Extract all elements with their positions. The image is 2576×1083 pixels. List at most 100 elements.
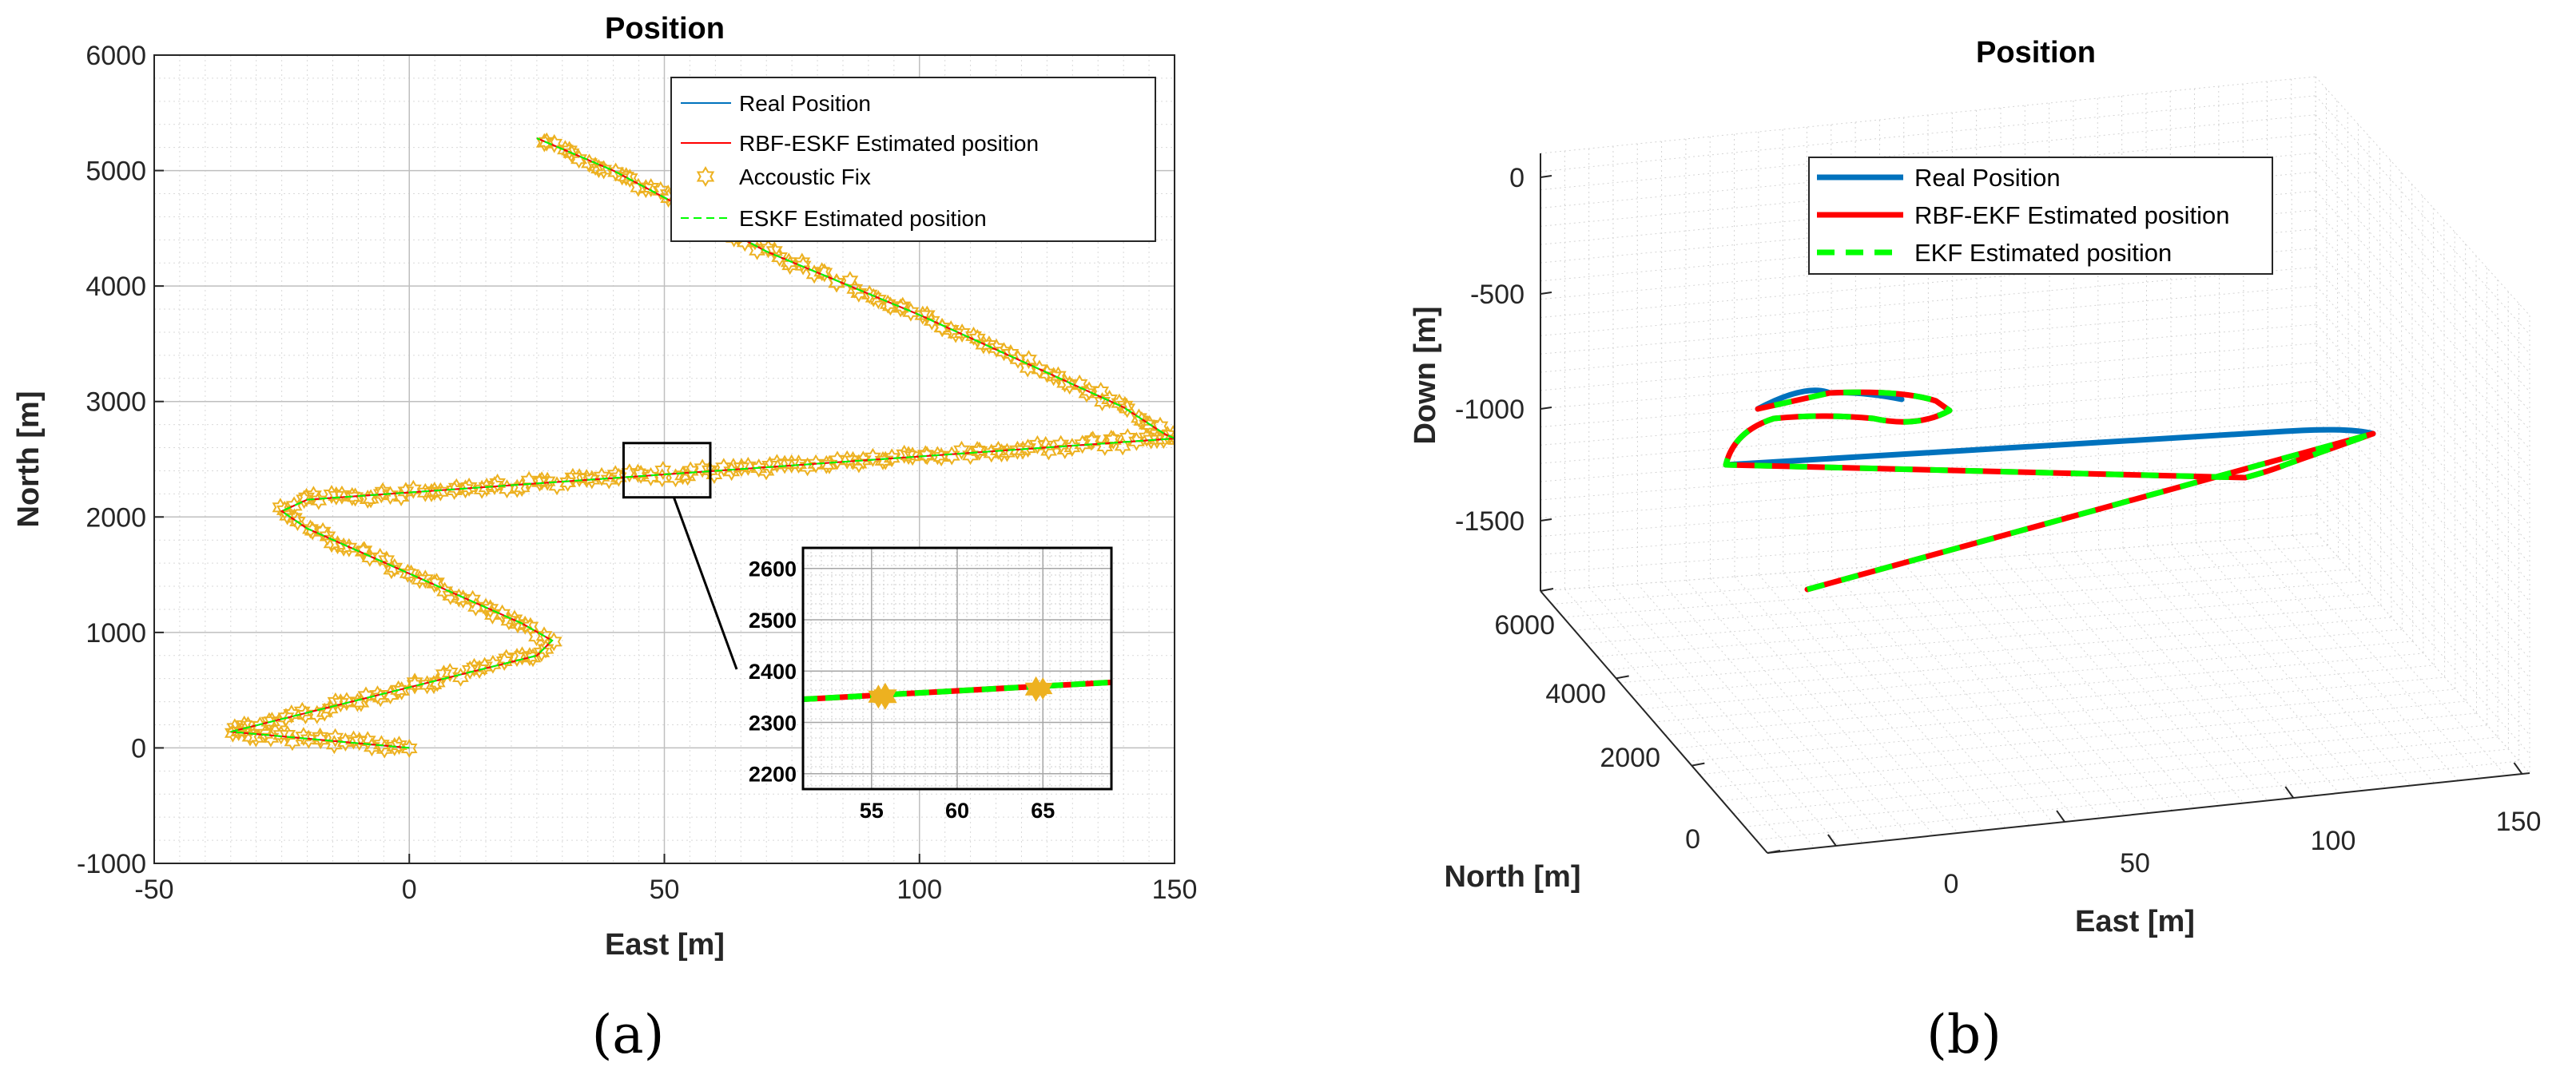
grid-3d-line bbox=[2316, 419, 2530, 660]
accoustic-fix-marker bbox=[500, 611, 518, 631]
x-tick-mark bbox=[2056, 810, 2065, 823]
accoustic-fix-marker bbox=[606, 465, 624, 485]
accoustic-fix-marker bbox=[295, 727, 312, 747]
inset-y-tick-label: 2300 bbox=[749, 711, 797, 735]
grid-3d-line bbox=[1563, 557, 2339, 618]
ylabel-a: North [m] bbox=[12, 391, 46, 528]
inset-y-tick-label: 2500 bbox=[749, 609, 797, 633]
accoustic-fix-marker bbox=[610, 467, 627, 487]
accoustic-fix-marker bbox=[1103, 429, 1120, 449]
inset-grid bbox=[803, 548, 1111, 789]
grid-3d-line bbox=[2049, 553, 2268, 801]
xlabel-a: East [m] bbox=[605, 928, 725, 962]
accoustic-fix-marker bbox=[1138, 427, 1155, 447]
legend-b-ekf-label: EKF Estimated position bbox=[1914, 239, 2172, 267]
grid-3d-line bbox=[1807, 570, 2030, 826]
accoustic-fix-marker bbox=[570, 468, 588, 488]
trajectory-3d bbox=[1723, 387, 2376, 593]
accoustic-fix-marker bbox=[338, 692, 356, 712]
legend-b-real-label: Real Position bbox=[1914, 164, 2061, 192]
grid-3d-line bbox=[1540, 457, 2317, 519]
accoustic-fix-marker bbox=[426, 482, 443, 502]
accoustic-fix-marker bbox=[933, 318, 951, 337]
accoustic-fix-marker bbox=[993, 443, 1010, 463]
grid-3d-line bbox=[2316, 362, 2530, 602]
z-tick-mark bbox=[1540, 518, 1552, 522]
accoustic-fix-marker bbox=[312, 727, 329, 747]
grid-3d-line bbox=[2316, 285, 2530, 526]
y-tick-mark bbox=[1767, 850, 1781, 854]
legend-eskf-label: ESKF Estimated position bbox=[739, 206, 987, 231]
grid-3d-line bbox=[1676, 676, 2445, 749]
x-tick-mark bbox=[1827, 834, 1837, 847]
inset-fix-marker bbox=[868, 684, 889, 709]
grid-3d-line bbox=[2145, 93, 2148, 546]
accoustic-fix-marker bbox=[537, 639, 555, 659]
grid-3d-line bbox=[1653, 653, 2424, 723]
y-tick-label: 2000 bbox=[1600, 743, 1660, 773]
grid-3d-line bbox=[1879, 565, 2101, 819]
accoustic-fix-marker bbox=[1080, 381, 1098, 401]
accoustic-fix-marker bbox=[828, 273, 845, 293]
accoustic-fix-marker bbox=[300, 729, 317, 749]
grid-3d-line bbox=[2073, 551, 2292, 799]
accoustic-fix-marker bbox=[1020, 438, 1036, 458]
y-tick-label: 5000 bbox=[85, 157, 146, 187]
grid-3d-line bbox=[1733, 736, 2498, 815]
y-tick-label: 6000 bbox=[85, 41, 146, 71]
accoustic-fix-marker bbox=[514, 646, 531, 666]
grid-3d-line bbox=[2316, 190, 2530, 430]
accoustic-fix-marker bbox=[323, 534, 340, 553]
accoustic-fix-marker bbox=[277, 708, 295, 728]
zoom-connector-line bbox=[672, 497, 738, 670]
grid-3d-line bbox=[2316, 457, 2530, 697]
grid-3d-line bbox=[1699, 700, 2467, 776]
grid-3d-line bbox=[2244, 538, 2459, 781]
accoustic-fix-marker bbox=[971, 441, 988, 461]
accoustic-fix-marker bbox=[881, 296, 899, 316]
accoustic-fix-marker bbox=[263, 712, 280, 732]
y-tick-mark bbox=[1691, 762, 1705, 767]
accoustic-fix-marker bbox=[841, 271, 859, 291]
y-tick-label: -1000 bbox=[77, 849, 146, 879]
accoustic-fix-marker bbox=[968, 328, 986, 348]
accoustic-fix-marker bbox=[865, 447, 881, 467]
grid-3d-line bbox=[2122, 547, 2339, 794]
accoustic-fix-marker bbox=[1111, 393, 1128, 413]
legend-b: Real Position RBF-EKF Estimated position… bbox=[1808, 157, 2273, 275]
accoustic-fix-marker bbox=[372, 688, 389, 708]
legend-rbf-label: RBF-ESKF Estimated position bbox=[739, 131, 1039, 156]
accoustic-fix-marker bbox=[821, 454, 838, 474]
accoustic-fix-marker bbox=[581, 153, 598, 173]
accoustic-fix-marker bbox=[262, 728, 280, 748]
accoustic-fix-marker bbox=[1002, 344, 1020, 363]
inset-box bbox=[801, 546, 1113, 791]
inset-fix-marker bbox=[1033, 677, 1053, 700]
accoustic-fix-marker bbox=[336, 732, 354, 752]
grid-3d-line bbox=[2400, 172, 2403, 630]
accoustic-fix-marker bbox=[406, 672, 423, 692]
grid-3d-line bbox=[2316, 533, 2530, 774]
accoustic-fix-marker bbox=[783, 454, 801, 474]
accoustic-fix-marker bbox=[962, 446, 979, 466]
legend-real-label: Real Position bbox=[739, 91, 871, 116]
grid-3d-line bbox=[2432, 208, 2435, 666]
x-tick-mark bbox=[2513, 762, 2523, 775]
x-tick-label: 100 bbox=[896, 875, 942, 905]
grid-3d-line bbox=[2121, 95, 2124, 549]
grid-3d-line bbox=[2000, 107, 2002, 557]
xlabel-b: East [m] bbox=[2075, 905, 2195, 938]
grid-3d-line bbox=[2316, 495, 2530, 736]
accoustic-fix-marker bbox=[816, 263, 833, 283]
inset-y-tick-label: 2200 bbox=[749, 763, 797, 787]
accoustic-fix-marker bbox=[1052, 434, 1070, 454]
accoustic-fix-marker bbox=[333, 485, 351, 505]
legend-hexagram bbox=[696, 166, 715, 187]
accoustic-fix-marker bbox=[988, 338, 1005, 358]
grid-3d-line bbox=[2316, 228, 2530, 469]
grid-3d-line bbox=[2316, 209, 2530, 450]
accoustic-fix-marker bbox=[390, 680, 407, 700]
y-tick-label: 4000 bbox=[1545, 679, 1606, 709]
legend-fix-label: Accoustic Fix bbox=[739, 165, 871, 189]
legend-box-a bbox=[670, 77, 1156, 242]
